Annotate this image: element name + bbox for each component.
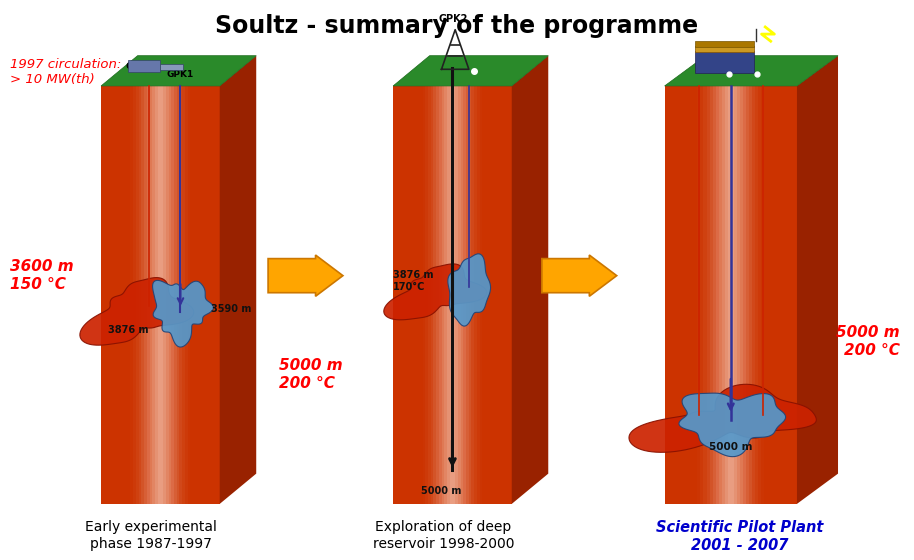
Polygon shape	[142, 86, 179, 504]
Polygon shape	[448, 254, 491, 326]
Polygon shape	[393, 55, 548, 86]
Bar	[695, 41, 754, 46]
Text: Soultz - summary of the programme: Soultz - summary of the programme	[216, 15, 698, 39]
Text: Early experimental
phase 1987-1997: Early experimental phase 1987-1997	[85, 520, 218, 550]
Polygon shape	[155, 86, 165, 504]
Text: GPK2: GPK2	[439, 14, 468, 24]
Text: 5000 m: 5000 m	[421, 486, 462, 496]
Polygon shape	[450, 86, 455, 504]
Polygon shape	[797, 55, 838, 504]
Polygon shape	[679, 393, 786, 456]
Polygon shape	[725, 86, 737, 504]
Polygon shape	[101, 55, 256, 86]
Polygon shape	[153, 281, 214, 347]
Polygon shape	[709, 86, 752, 504]
Polygon shape	[393, 86, 512, 504]
Text: 1997 circulation:
> 10 MW(th): 1997 circulation: > 10 MW(th)	[10, 58, 122, 86]
Bar	[695, 46, 754, 52]
Polygon shape	[728, 86, 734, 504]
Polygon shape	[147, 86, 174, 504]
Polygon shape	[447, 86, 458, 504]
Polygon shape	[158, 86, 163, 504]
FancyArrow shape	[268, 255, 343, 296]
FancyArrow shape	[542, 255, 617, 296]
Text: 5000 m
200 °C: 5000 m 200 °C	[836, 325, 899, 358]
Polygon shape	[436, 86, 469, 504]
Polygon shape	[664, 55, 838, 86]
Polygon shape	[444, 86, 461, 504]
Text: GPK2: GPK2	[126, 62, 153, 71]
Bar	[129, 60, 160, 72]
Polygon shape	[716, 86, 746, 504]
Polygon shape	[101, 86, 219, 504]
Text: 3876 m
170°C: 3876 m 170°C	[393, 270, 433, 292]
Polygon shape	[512, 55, 548, 504]
Text: Exploration of deep
reservoir 1998-2000: Exploration of deep reservoir 1998-2000	[373, 520, 514, 550]
Text: 5000 m: 5000 m	[709, 442, 752, 452]
Polygon shape	[629, 384, 816, 452]
Polygon shape	[713, 86, 749, 504]
Polygon shape	[384, 264, 487, 320]
Polygon shape	[433, 86, 472, 504]
Polygon shape	[430, 86, 474, 504]
Polygon shape	[80, 278, 194, 345]
Polygon shape	[144, 86, 176, 504]
Polygon shape	[664, 86, 797, 504]
Polygon shape	[153, 86, 168, 504]
Polygon shape	[219, 55, 256, 504]
Polygon shape	[707, 86, 755, 504]
Polygon shape	[718, 86, 743, 504]
Polygon shape	[150, 86, 171, 504]
Polygon shape	[439, 86, 466, 504]
Polygon shape	[722, 86, 739, 504]
Text: Scientific Pilot Plant
2001 - 2007: Scientific Pilot Plant 2001 - 2007	[656, 520, 824, 553]
Bar	[695, 50, 754, 73]
Text: 3600 m
150 °C: 3600 m 150 °C	[10, 259, 73, 292]
Text: 3876 m: 3876 m	[108, 325, 149, 335]
Text: 5000 m
200 °C: 5000 m 200 °C	[279, 358, 343, 391]
Polygon shape	[139, 86, 182, 504]
Text: GPK1: GPK1	[167, 70, 194, 79]
Polygon shape	[441, 86, 463, 504]
Text: 3590 m: 3590 m	[210, 304, 251, 314]
Bar	[160, 63, 183, 70]
